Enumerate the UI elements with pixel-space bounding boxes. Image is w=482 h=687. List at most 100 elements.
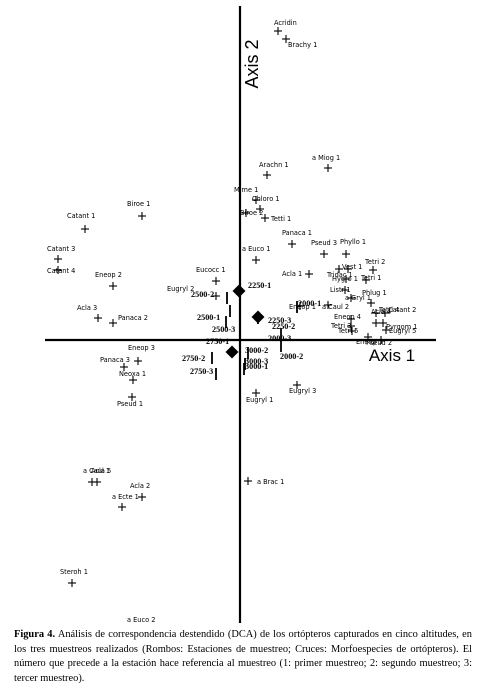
species-label: Phlug 1 (362, 289, 387, 297)
species-point-eucocc-1: Eucocc 1 (196, 266, 226, 285)
species-point-a-caul-2: a Caul 2 (322, 301, 349, 311)
species-point-a-euco-1: a Euco 1 (242, 245, 270, 264)
station-point-3000-3: 3000-3 (244, 357, 268, 370)
species-point-pyrgom-1: Pyrgom 1 (379, 319, 417, 331)
station-label: 2000-1 (298, 299, 321, 308)
species-point-chloro-1: Chloro 1 (252, 195, 280, 213)
species-point-pseud-1: Pseud 1 (117, 393, 143, 408)
species-point-pseud-2: Pseud 2 (366, 336, 392, 347)
species-point-eneop-4: Eneop 4 (334, 313, 361, 323)
axis-1-label: Axis 1 (369, 346, 415, 365)
station-label: 3000-3 (245, 357, 268, 366)
species-point-tetri-5: Tetri 5 (337, 327, 358, 335)
species-point-catant-2: Catant 2 (381, 306, 416, 317)
species-point-eugryl-3: Eugryl 3 (289, 381, 316, 395)
species-point-vest-1: Vest 1 (342, 263, 362, 273)
station-label: 3000-2 (245, 346, 268, 355)
species-point-eugryl-5: Eugryl 5 (382, 326, 416, 335)
station-point-3000-1: 3000-1 (243, 362, 268, 375)
species-point-eugryl-1: Eugryl 1 (246, 389, 273, 404)
species-label: Tetri 3 (330, 322, 351, 330)
caption-figure-label: Figura 4. (14, 629, 56, 640)
species-point-panaca-3: Panaca 3 (100, 356, 130, 371)
species-label: Tetti 1 (270, 215, 291, 223)
species-point-eneop-2: Eneop 2 (95, 271, 122, 290)
station-marker (225, 345, 239, 359)
station-point-2000-3: 2000-3 (268, 328, 291, 343)
species-label: Eneop 5 (356, 338, 383, 346)
species-label: Catant 2 (388, 306, 416, 314)
species-label: a Caul 1 (83, 467, 110, 475)
species-label: Mime 1 (234, 186, 258, 194)
species-point-panaca-1: Panaca 1 (282, 229, 312, 248)
species-point-catant-1: Catant 1 (67, 212, 95, 233)
station-label: 3000-1 (245, 362, 268, 371)
species-label: Eneop 4 (334, 313, 361, 321)
species-label: Arachn 1 (259, 161, 289, 169)
species-point-a-brac-1: a Brac 1 (244, 477, 284, 486)
species-label: Panaca 3 (100, 356, 130, 364)
station-point-3000-2: 3000-2 (245, 346, 268, 359)
station-marker (251, 310, 265, 324)
dca-plot: Axis 2 Axis 1 Acridin Brachy 1 a Miog 1 Ara… (45, 6, 436, 624)
species-label: Neoxa 1 (119, 370, 146, 378)
species-point-eneop-3: Eneop 3 (128, 344, 155, 365)
species-label: a Euco 1 (242, 245, 270, 253)
species-label: Eneop 3 (128, 344, 155, 352)
species-label: Catant 4 (47, 267, 75, 275)
species-label: a Euco 2 (127, 616, 155, 624)
species-point-tetri-3: Tetri 3 (330, 322, 355, 330)
species-point-tetri-4: Tetri 4 (372, 306, 399, 317)
station-label: 2000-2 (280, 352, 303, 361)
species-label: Pseud 1 (117, 400, 143, 408)
species-point-catant-4: Catant 4 (47, 266, 75, 275)
species-label: Acla 3 (77, 304, 97, 312)
species-label: Phyllo 1 (340, 238, 366, 246)
species-label: Hygro 1 (332, 275, 358, 283)
station-label: 2250-1 (248, 281, 271, 290)
station-point-2750-1: 2750-1 (206, 337, 239, 359)
station-label: 2500-2 (191, 290, 214, 299)
station-point-2500-3: 2500-3 (212, 316, 235, 334)
species-label: Tetri 1 (360, 274, 381, 282)
species-label: a Gryl 1 (345, 294, 371, 302)
species-label: a Brac 1 (257, 478, 284, 486)
species-label: Catant 1 (67, 212, 95, 220)
species-label: Eugryl 5 (389, 327, 416, 335)
species-point-acridin: Acridin (274, 19, 297, 35)
species-point-mime-1: Mime 1 (234, 186, 260, 204)
species-point-tetri-1: Tetri 1 (360, 274, 381, 284)
species-point-acla-1: Acla 1 (282, 270, 313, 278)
species-label: Chloro 1 (252, 195, 280, 203)
species-label: Brachy 1 (288, 41, 317, 49)
axis-2-label: Axis 2 (242, 39, 262, 88)
station-marker (232, 284, 246, 298)
species-label: Tridac 1 (326, 271, 353, 279)
species-label: Panaca 1 (282, 229, 312, 237)
species-label: Pseud 2 (366, 339, 392, 347)
species-point-arachn-1: Arachn 1 (259, 161, 289, 179)
species-point-steroh-1: Steroh 1 (60, 568, 88, 587)
species-label: Listr 1 (330, 286, 351, 294)
species-point-eugryl-2: Eugryl 2 (167, 285, 220, 300)
species-label: Acla 2 (130, 482, 150, 490)
species-point-neoxa-1: Neoxa 1 (119, 370, 146, 384)
species-label: Pseud 3 (311, 239, 337, 247)
station-point-2750-3: 2750-3 (190, 367, 217, 380)
species-label: Pyrgom 1 (386, 323, 417, 331)
species-label: Acla 1 (282, 270, 302, 278)
species-point-tetti-1: Tetti 1 (261, 214, 291, 223)
species-point-pseud-3: Pseud 3 (311, 239, 337, 258)
species-label: Eneop 1 (289, 303, 316, 311)
species-point-a-miog-1: a Miog 1 (312, 154, 340, 172)
species-label: Eugryl 1 (246, 396, 273, 404)
species-label: Vest 1 (342, 263, 362, 271)
species-point-phyllo-1: Phyllo 1 (340, 238, 366, 258)
station-point-2500-1: 2500-1 (197, 305, 231, 322)
species-label: Acla 5 (91, 467, 111, 475)
species-point-a-ecte-1: a Ecte 1 (112, 493, 139, 511)
station-label: 2750-3 (190, 367, 213, 376)
species-label: a Ecte 1 (112, 493, 139, 501)
species-point-a-euco-2: a Euco 2 (127, 616, 155, 624)
